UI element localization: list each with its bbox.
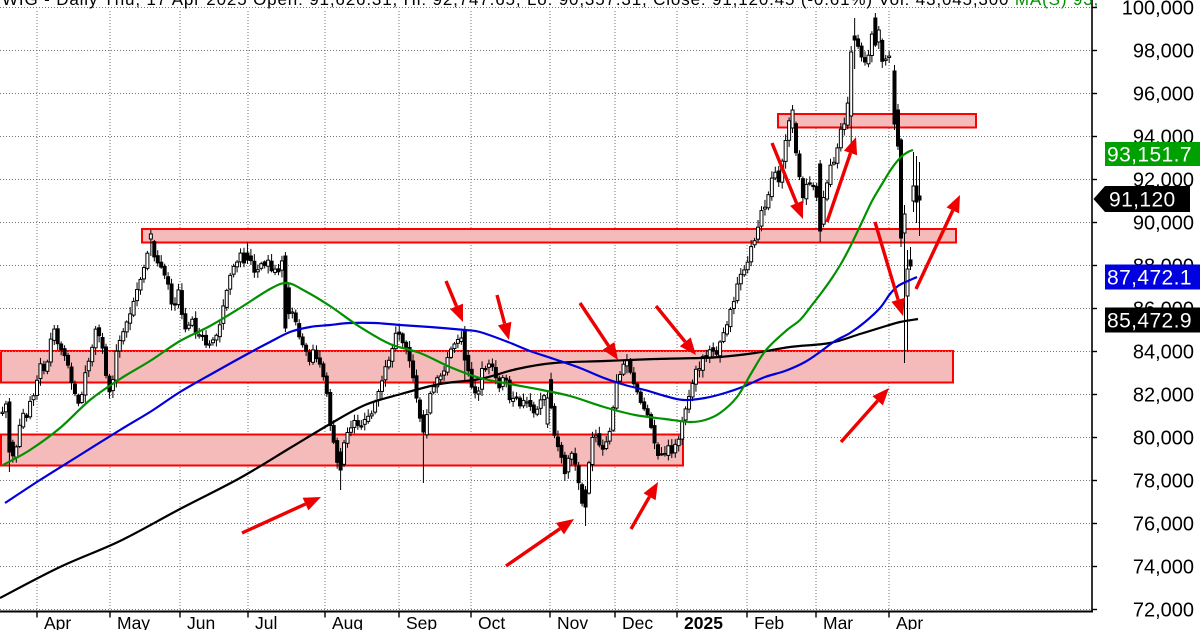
- svg-text:100,000: 100,000: [1122, 0, 1194, 20]
- svg-text:2025: 2025: [684, 613, 723, 630]
- svg-text:Dec: Dec: [622, 613, 653, 630]
- svg-text:Apr: Apr: [896, 613, 923, 630]
- svg-text:Oct: Oct: [478, 613, 505, 630]
- svg-text:Jul: Jul: [255, 613, 277, 630]
- svg-text:80,000: 80,000: [1133, 428, 1194, 450]
- svg-text:Jun: Jun: [187, 613, 215, 630]
- svg-text:91,120: 91,120: [1109, 189, 1176, 212]
- svg-text:May: May: [117, 613, 150, 630]
- svg-text:Sep: Sep: [406, 613, 437, 630]
- svg-text:90,000: 90,000: [1133, 213, 1194, 235]
- svg-text:84,000: 84,000: [1133, 342, 1194, 364]
- svg-text:78,000: 78,000: [1133, 471, 1194, 493]
- svg-text:Feb: Feb: [754, 613, 784, 630]
- svg-text:76,000: 76,000: [1133, 514, 1194, 536]
- svg-text:82,000: 82,000: [1133, 385, 1194, 407]
- svg-text:74,000: 74,000: [1133, 557, 1194, 579]
- svg-text:Nov: Nov: [557, 613, 588, 630]
- svg-text:WIG - Daily Thu, 17 Apr 2025: WIG - Daily Thu, 17 Apr 2025 Open: 91,62…: [2, 0, 1099, 9]
- svg-text:72,000: 72,000: [1133, 600, 1194, 622]
- svg-text:87,472.1: 87,472.1: [1107, 267, 1192, 290]
- svg-text:Mar: Mar: [823, 613, 853, 630]
- svg-text:Apr: Apr: [44, 613, 71, 630]
- svg-text:85,472.9: 85,472.9: [1107, 310, 1192, 333]
- svg-text:96,000: 96,000: [1133, 84, 1194, 106]
- svg-text:93,151.7: 93,151.7: [1107, 144, 1192, 167]
- svg-text:Aug: Aug: [332, 613, 363, 630]
- svg-text:98,000: 98,000: [1133, 41, 1194, 63]
